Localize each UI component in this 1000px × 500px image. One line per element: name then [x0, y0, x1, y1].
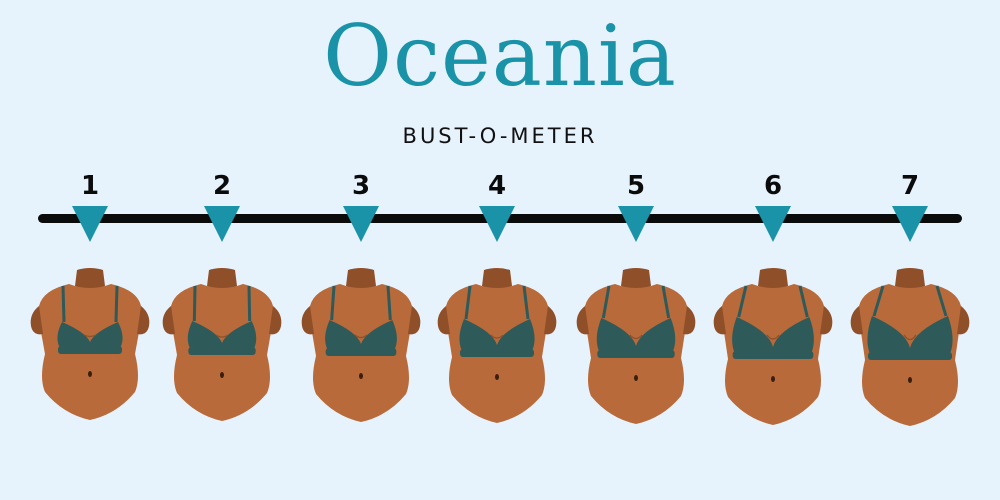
meter-marker-1: 1 — [65, 170, 115, 242]
meter-marker-7: 7 — [885, 170, 935, 242]
down-triangle-icon — [72, 206, 108, 242]
bust-figure-1 — [25, 262, 155, 432]
meter-level-label: 3 — [351, 171, 371, 201]
meter-marker-3: 3 — [336, 170, 386, 242]
bust-figure-4 — [432, 262, 562, 432]
meter-level-label: 4 — [487, 171, 507, 201]
bust-figure-2 — [157, 262, 287, 432]
down-triangle-icon — [892, 206, 928, 242]
down-triangle-icon — [204, 206, 240, 242]
down-triangle-icon — [479, 206, 515, 242]
bust-figure-5 — [571, 262, 701, 432]
meter-level-label: 6 — [763, 171, 783, 201]
meter-marker-5: 5 — [611, 170, 661, 242]
meter-marker-6: 6 — [748, 170, 798, 242]
bust-figure-3 — [296, 262, 426, 432]
meter-marker-2: 2 — [197, 170, 247, 242]
bust-figure-7 — [845, 262, 975, 432]
bust-figure-6 — [708, 262, 838, 432]
meter-marker-4: 4 — [472, 170, 522, 242]
down-triangle-icon — [755, 206, 791, 242]
brand-title: Oceania — [323, 7, 677, 105]
page-subtitle: BUST-O-METER — [402, 124, 598, 148]
down-triangle-icon — [618, 206, 654, 242]
meter-level-label: 1 — [80, 171, 100, 201]
meter-level-label: 5 — [626, 171, 646, 201]
meter-level-label: 2 — [212, 171, 232, 201]
meter-level-label: 7 — [900, 171, 920, 201]
down-triangle-icon — [343, 206, 379, 242]
